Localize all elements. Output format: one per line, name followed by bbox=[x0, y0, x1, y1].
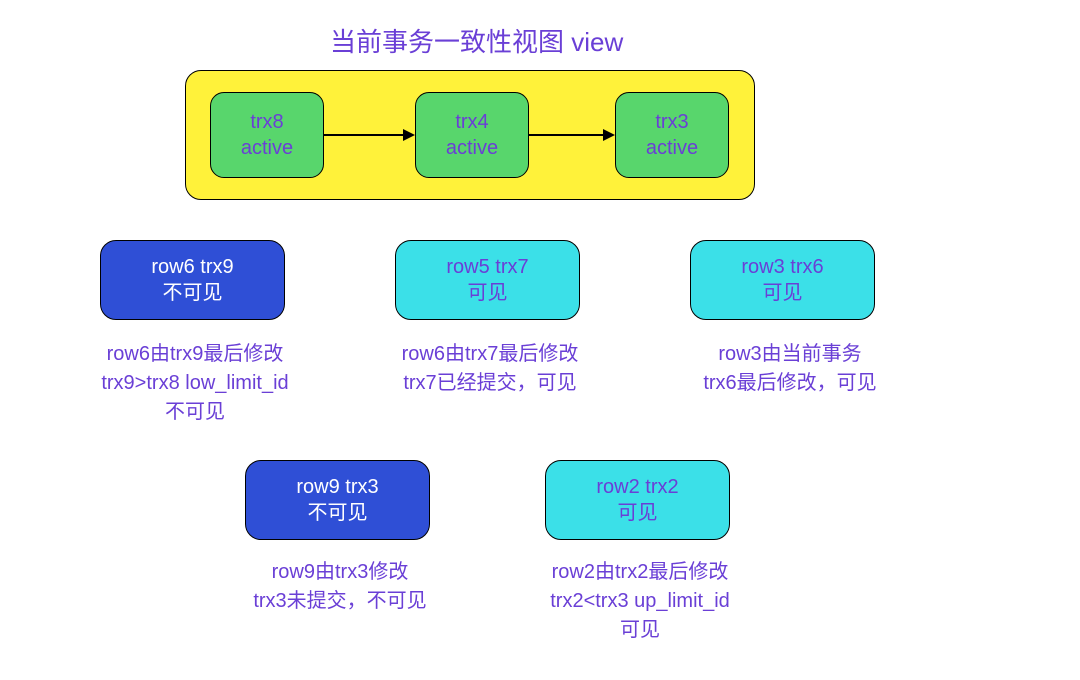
caption-cap-row6: row6由trx9最后修改trx9>trx8 low_limit_id不可见 bbox=[65, 340, 325, 427]
caption-line: row6由trx9最后修改 bbox=[65, 340, 325, 369]
row-node-row9: row9 trx3不可见 bbox=[245, 460, 430, 540]
caption-line: trx7已经提交，可见 bbox=[360, 369, 620, 398]
row-node-visibility: 不可见 bbox=[308, 500, 368, 526]
caption-line: 可见 bbox=[510, 616, 770, 645]
caption-line: trx9>trx8 low_limit_id bbox=[65, 369, 325, 398]
caption-line: row9由trx3修改 bbox=[215, 558, 465, 587]
row-node-row3: row3 trx6可见 bbox=[690, 240, 875, 320]
row-node-visibility: 不可见 bbox=[163, 280, 223, 306]
caption-line: row2由trx2最后修改 bbox=[510, 558, 770, 587]
row-node-row5: row5 trx7可见 bbox=[395, 240, 580, 320]
caption-line: trx2<trx3 up_limit_id bbox=[510, 587, 770, 616]
caption-line: row3由当前事务 bbox=[660, 340, 920, 369]
row-node-row2: row2 trx2可见 bbox=[545, 460, 730, 540]
row-node-label: row5 trx7 bbox=[446, 254, 528, 280]
caption-line: trx6最后修改，可见 bbox=[660, 369, 920, 398]
caption-cap-row5: row6由trx7最后修改trx7已经提交，可见 bbox=[360, 340, 620, 398]
caption-cap-row3: row3由当前事务trx6最后修改，可见 bbox=[660, 340, 920, 398]
row-node-label: row3 trx6 bbox=[741, 254, 823, 280]
caption-cap-row9: row9由trx3修改trx3未提交，不可见 bbox=[215, 558, 465, 616]
row-node-visibility: 可见 bbox=[618, 500, 658, 526]
caption-line: row6由trx7最后修改 bbox=[360, 340, 620, 369]
row-node-row6: row6 trx9不可见 bbox=[100, 240, 285, 320]
row-node-visibility: 可见 bbox=[763, 280, 803, 306]
caption-cap-row2: row2由trx2最后修改trx2<trx3 up_limit_id可见 bbox=[510, 558, 770, 645]
row-node-label: row6 trx9 bbox=[151, 254, 233, 280]
caption-line: 不可见 bbox=[65, 398, 325, 427]
caption-line: trx3未提交，不可见 bbox=[215, 587, 465, 616]
row-node-label: row9 trx3 bbox=[296, 474, 378, 500]
row-node-visibility: 可见 bbox=[468, 280, 508, 306]
row-node-label: row2 trx2 bbox=[596, 474, 678, 500]
